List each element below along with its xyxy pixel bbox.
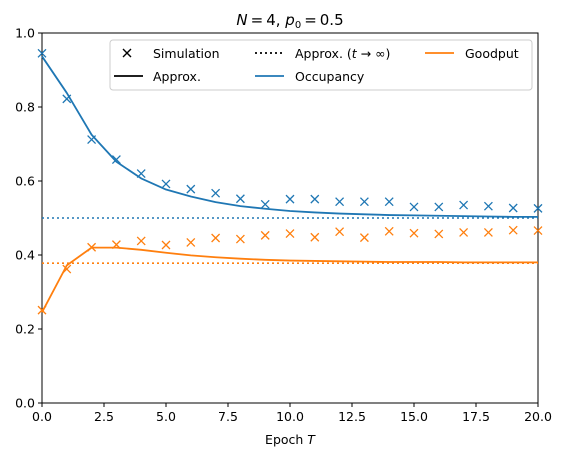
series-goodput [37, 225, 543, 315]
y-tick-label: 0.8 [15, 100, 35, 115]
x-tick-label: 17.5 [462, 409, 490, 424]
occupancy-simulation-point [285, 194, 295, 204]
occupancy-simulation-point [260, 199, 270, 209]
goodput-simulation-point [359, 233, 369, 243]
goodput-simulation-point [87, 242, 97, 252]
x-tick-label: 10.0 [276, 409, 304, 424]
goodput-simulation-point [459, 227, 469, 237]
occupancy-simulation-point [111, 155, 121, 164]
x-tick-label: 15.0 [400, 409, 428, 424]
series-group [37, 48, 543, 315]
x-axis: 0.0 2.5 5.0 7.5 10.0 12.5 15.0 17.5 20.0 [32, 403, 552, 424]
legend-marker-simulation [122, 48, 132, 58]
occupancy-simulation-point [483, 201, 493, 211]
goodput-simulation-point [508, 225, 518, 235]
goodput-simulation-point [161, 240, 171, 250]
goodput-simulation-point [37, 305, 47, 315]
y-tick-label: 1.0 [15, 26, 35, 41]
series-occupancy [37, 48, 543, 219]
legend-label-occupancy: Occupancy [295, 69, 365, 84]
goodput-simulation-point [310, 232, 320, 242]
occupancy-simulation-point [359, 197, 369, 207]
occupancy-simulation-point [186, 184, 196, 194]
legend-entry-simulation: Simulation [122, 46, 220, 61]
legend-entry-approx: Approx. [114, 69, 201, 84]
goodput-simulation-point [409, 228, 419, 238]
occupancy-simulation-point [62, 94, 72, 104]
occupancy-approx-line [41, 55, 538, 218]
goodput-approx-line [41, 246, 538, 313]
occupancy-simulation-point [161, 179, 171, 189]
chart-title: N = 4, p0 = 0.5 [236, 11, 343, 31]
goodput-simulation-point [384, 226, 394, 236]
occupancy-simulation-point [508, 203, 518, 213]
occupancy-simulation-point [384, 197, 394, 207]
x-axis-label: Epoch T [265, 432, 316, 447]
goodput-simulation-point [483, 227, 493, 237]
x-tick-label: 7.5 [218, 409, 238, 424]
occupancy-simulation-point [37, 48, 47, 58]
occupancy-simulation-point [459, 200, 469, 210]
y-axis: 0.0 0.2 0.4 0.6 0.8 1.0 [15, 26, 42, 411]
legend-label-approx: Approx. [153, 69, 201, 84]
y-tick-label: 0.6 [15, 174, 35, 189]
occupancy-simulation-point [136, 169, 146, 179]
occupancy-simulation-point [434, 202, 444, 212]
goodput-simulation-point [62, 264, 72, 274]
goodput-simulation-point [434, 229, 444, 239]
y-tick-label: 0.4 [15, 248, 35, 263]
legend-label-goodput: Goodput [465, 46, 519, 61]
x-tick-label: 20.0 [524, 409, 552, 424]
x-tick-label: 12.5 [338, 409, 366, 424]
occupancy-simulation-point [87, 135, 97, 145]
legend-label-approx-asymptote: Approx. (t → ∞) [295, 46, 390, 61]
occupancy-simulation-point [533, 203, 543, 213]
goodput-simulation-point [335, 227, 345, 237]
goodput-simulation-point [285, 229, 295, 238]
x-tick-label: 2.5 [94, 409, 114, 424]
x-tick-label: 5.0 [156, 409, 176, 424]
occupancy-simulation-point [335, 197, 345, 207]
legend-entry-goodput: Goodput [425, 46, 519, 61]
occupancy-simulation-point [211, 188, 221, 198]
y-tick-label: 0.0 [15, 396, 35, 411]
x-tick-label: 0.0 [32, 409, 52, 424]
goodput-simulation-point [211, 233, 221, 243]
goodput-simulation-point [136, 236, 146, 246]
goodput-simulation-point [235, 234, 245, 244]
goodput-simulation-point [260, 230, 270, 240]
occupancy-simulation-point [310, 194, 320, 204]
goodput-simulation-point [186, 237, 196, 247]
occupancy-simulation-point [409, 202, 419, 212]
y-tick-label: 0.2 [15, 322, 35, 337]
goodput-simulation-point [533, 226, 543, 236]
occupancy-simulation-point [235, 194, 245, 204]
legend-entry-approx-asymptote: Approx. (t → ∞) [255, 46, 390, 61]
chart-legend: Simulation Approx. Approx. (t → ∞) Occup… [109, 39, 533, 91]
goodput-simulation-point [111, 240, 121, 250]
legend-label-simulation: Simulation [153, 46, 220, 61]
legend-entry-occupancy: Occupancy [255, 69, 365, 84]
